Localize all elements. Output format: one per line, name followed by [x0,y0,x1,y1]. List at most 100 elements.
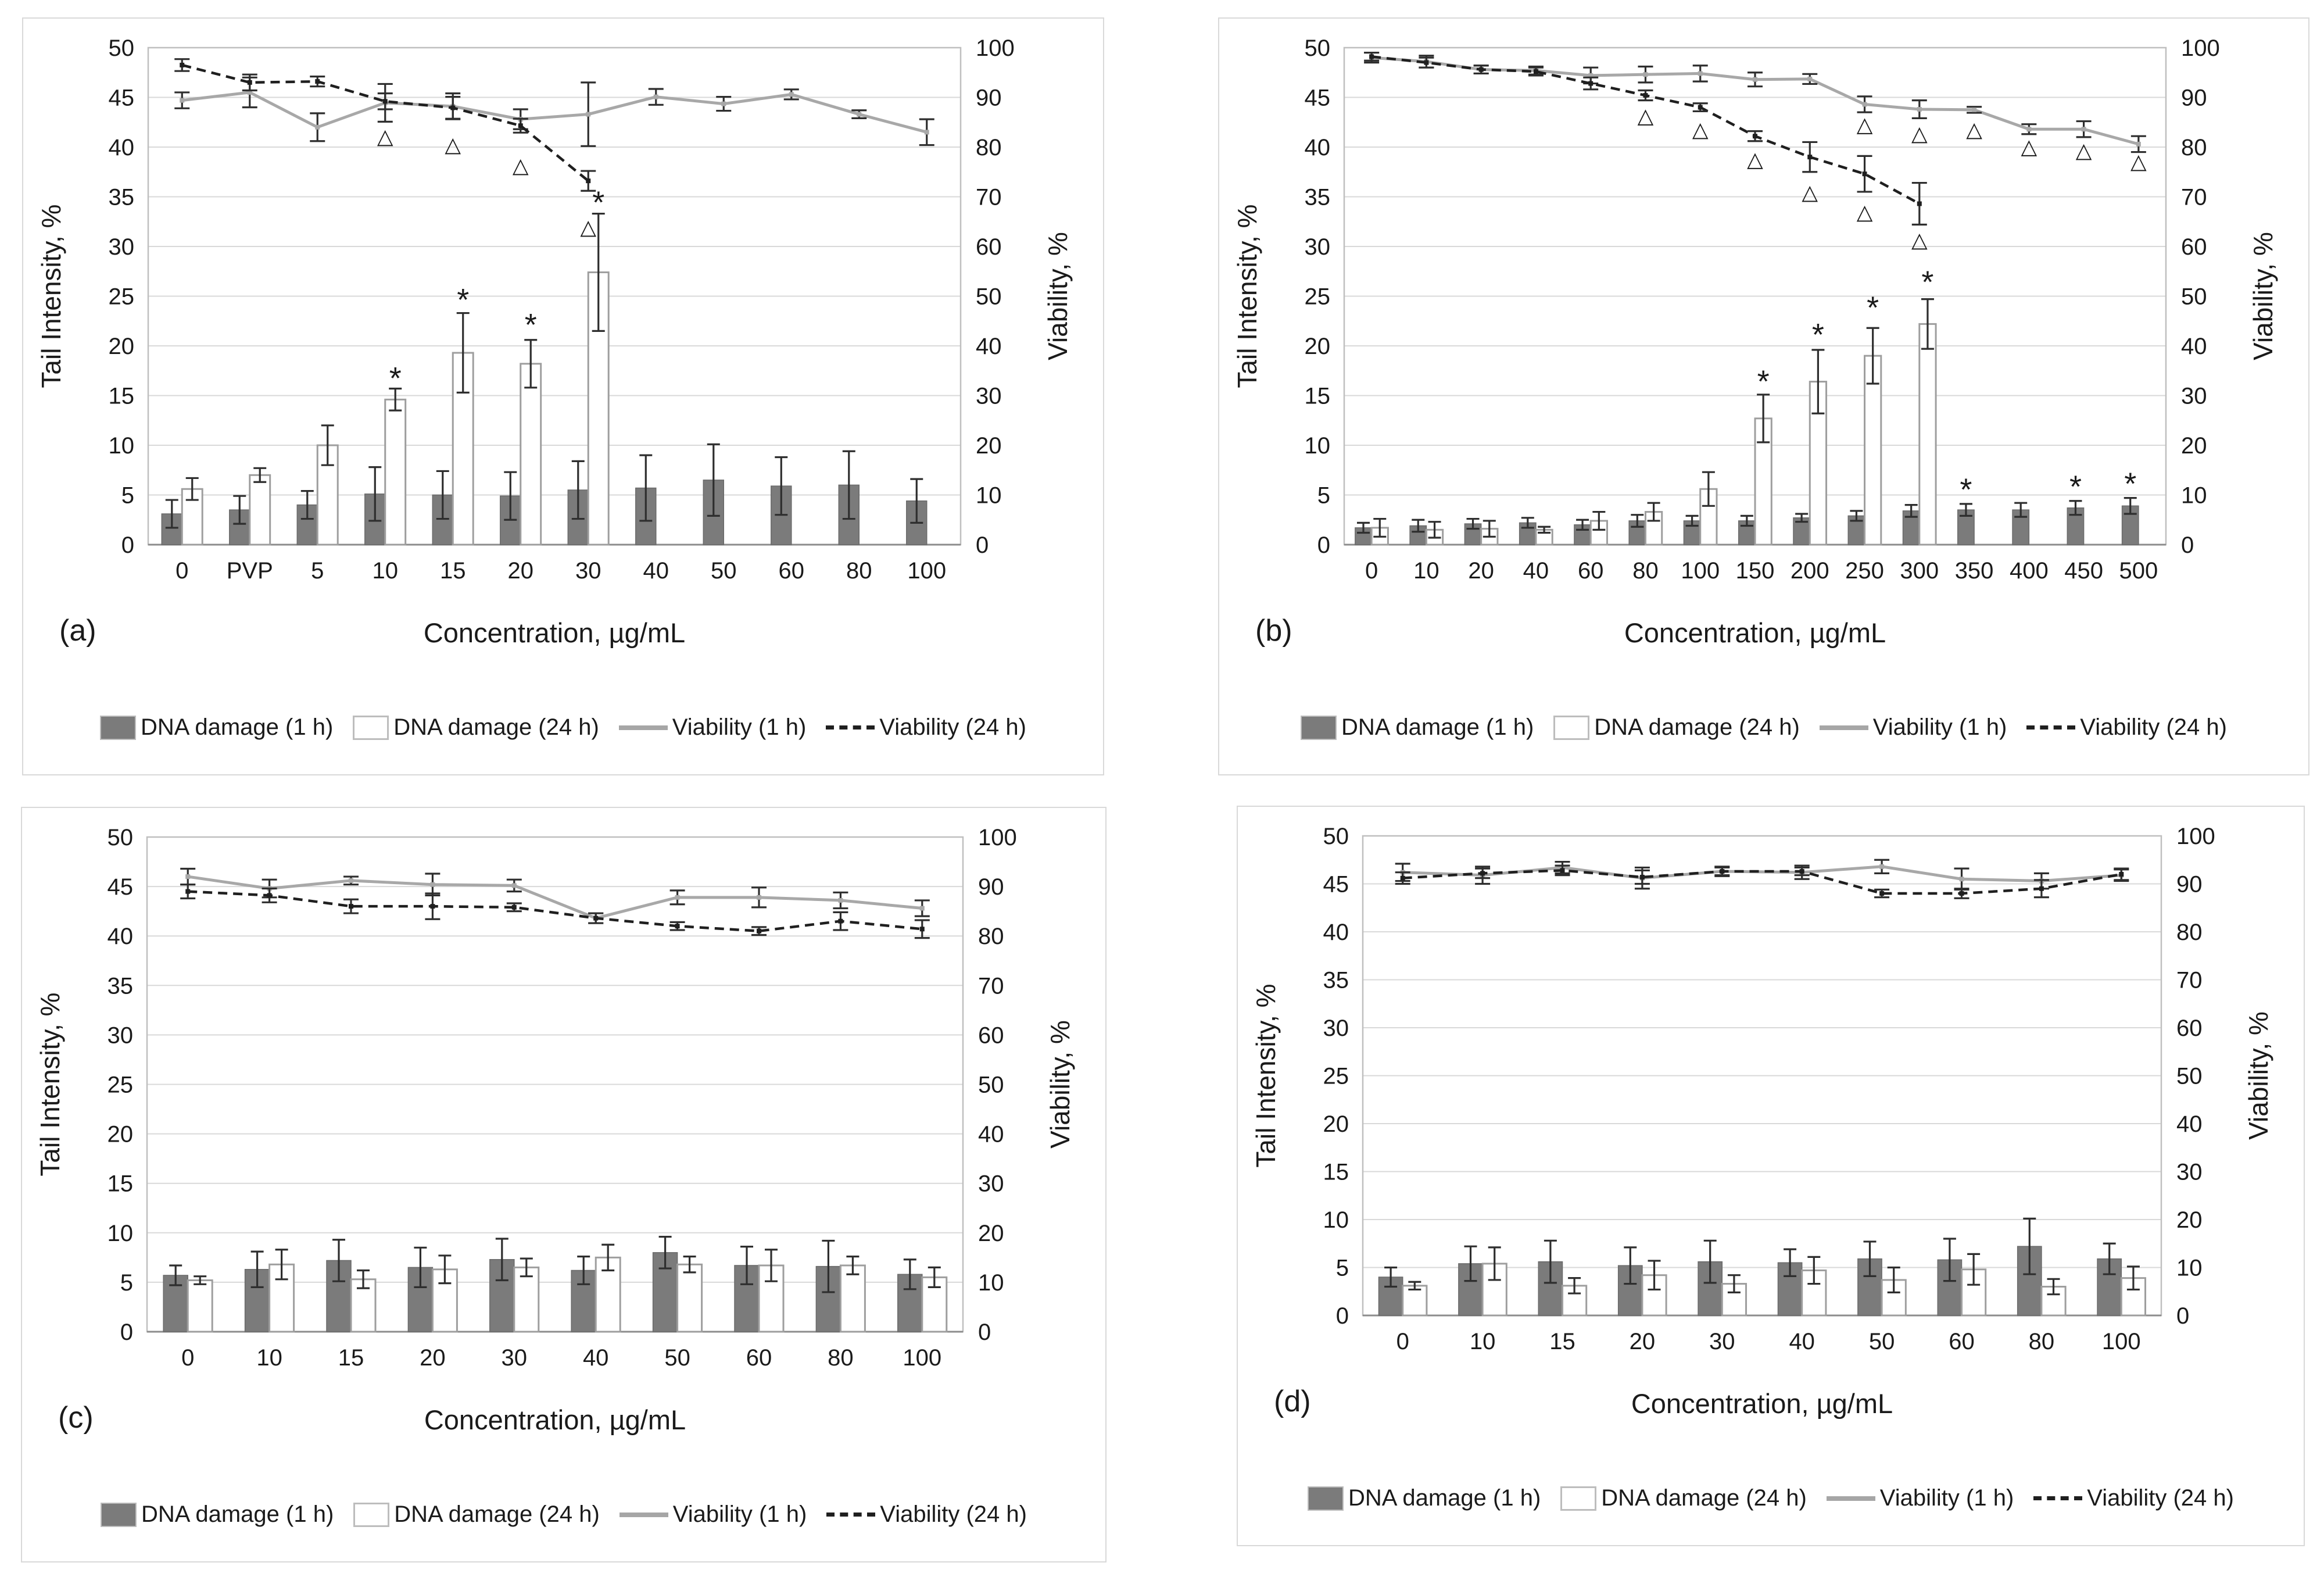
svg-text:15: 15 [109,384,135,409]
svg-text:80: 80 [1632,558,1659,584]
legend-label: DNA damage (24 h) [394,1501,600,1527]
svg-text:0: 0 [181,1345,194,1371]
svg-text:20: 20 [1468,558,1494,584]
legend-item: Viability (1 h) [619,1501,807,1528]
svg-text:90: 90 [2176,872,2203,898]
svg-text:5: 5 [311,558,324,584]
left-axis-title: Tail Intensity, % [1232,204,1262,388]
svg-text:△: △ [2021,134,2037,158]
svg-text:30: 30 [978,1171,1004,1197]
tick-labels: 0510152025303540455001020304050607080901… [109,35,1015,584]
svg-text:△: △ [1638,103,1654,127]
legend-label: DNA damage (1 h) [141,1501,334,1527]
svg-text:△: △ [445,133,461,156]
legend-swatch-dna-1h [1301,715,1337,740]
svg-text:40: 40 [643,558,669,584]
svg-text:45: 45 [1305,85,1331,111]
legend-swatch-dna-24h [1553,715,1590,740]
legend-item: DNA damage (24 h) [353,714,599,741]
bar-series-2 [181,212,610,546]
left-axis-title: Tail Intensity, % [36,204,66,388]
svg-text:*: * [457,283,469,317]
svg-text:50: 50 [978,1072,1004,1098]
svg-text:10: 10 [1470,1329,1496,1354]
svg-text:20: 20 [2176,1207,2203,1233]
x-axis-title: Concentration, µg/mL [1631,1388,1893,1419]
svg-text:400: 400 [2010,558,2049,584]
svg-text:45: 45 [1323,872,1349,898]
svg-text:40: 40 [108,924,134,949]
legend-label: DNA damage (24 h) [393,714,599,740]
svg-text:*: * [1867,291,1879,326]
svg-text:5: 5 [120,1270,133,1296]
svg-text:200: 200 [1791,558,1829,584]
legend-label: Viability (1 h) [672,1501,807,1527]
legend-item: Viability (1 h) [618,714,806,741]
svg-text:100: 100 [2176,824,2215,849]
legend-swatch-viability-1h [1826,1496,1875,1501]
legend-item: Viability (24 h) [2033,1485,2234,1511]
gridlines [148,47,961,496]
svg-text:30: 30 [109,234,135,260]
svg-text:90: 90 [2181,85,2207,111]
svg-text:30: 30 [2181,384,2207,409]
svg-text:△: △ [377,124,393,148]
svg-text:0: 0 [120,1320,133,1345]
svg-text:60: 60 [978,1022,1004,1048]
legend-item: DNA damage (1 h) [1301,714,1534,741]
svg-text:15: 15 [1305,384,1331,409]
svg-text:*: * [2069,470,2082,505]
right-axis-title: Viability, % [2243,1011,2273,1140]
svg-text:15: 15 [1323,1160,1349,1185]
svg-text:350: 350 [1955,558,1994,584]
svg-text:*: * [1812,317,1824,352]
viability-24h-line [1395,864,2129,899]
svg-text:30: 30 [2176,1160,2203,1185]
svg-text:40: 40 [1305,135,1331,160]
bar-series-2 [1370,298,1937,546]
svg-text:250: 250 [1845,558,1884,584]
svg-text:35: 35 [108,973,134,999]
legend-item: DNA damage (1 h) [100,714,333,741]
legend-label: Viability (1 h) [1872,714,2007,740]
svg-text:90: 90 [978,874,1004,900]
svg-text:△: △ [580,215,596,239]
svg-text:30: 30 [1709,1329,1735,1354]
svg-text:0: 0 [1396,1329,1409,1354]
svg-text:10: 10 [2176,1256,2203,1281]
legend-label: Viability (1 h) [1879,1485,2014,1511]
left-axis-title: Tail Intensity, % [35,992,65,1176]
svg-text:10: 10 [109,433,135,459]
viability-1h-line [180,867,930,924]
annotations: * * * * * * * △ △ △ △ △ △ △ △ △ △ △ △ [1638,103,2147,507]
tick-labels: 0510152025303540455001020304050607080901… [108,825,1017,1371]
svg-text:40: 40 [1523,558,1549,584]
svg-text:15: 15 [440,558,466,584]
viability-24h-line [1364,51,1927,226]
legend-label: Viability (24 h) [2087,1485,2234,1511]
svg-text:50: 50 [109,35,135,61]
legend-label: DNA damage (24 h) [1594,714,1800,740]
svg-text:50: 50 [2176,1064,2203,1089]
legend-swatch-viability-1h [618,725,668,730]
svg-text:40: 40 [1323,920,1349,945]
left-axis-title: Tail Intensity, % [1251,984,1281,1167]
svg-text:35: 35 [1323,968,1349,993]
svg-text:90: 90 [976,85,1002,111]
svg-text:15: 15 [1549,1329,1575,1354]
svg-text:50: 50 [711,558,737,584]
svg-text:45: 45 [109,85,135,111]
legend-item: DNA damage (1 h) [101,1501,334,1528]
svg-text:500: 500 [2119,558,2158,584]
svg-text:30: 30 [575,558,601,584]
svg-text:60: 60 [1949,1329,1975,1354]
viability-24h-line [174,58,596,192]
svg-text:50: 50 [664,1345,690,1371]
svg-text:△: △ [1911,121,1928,145]
svg-text:0: 0 [976,532,989,558]
svg-text:10: 10 [1305,433,1331,459]
legend-item: Viability (1 h) [1826,1485,2014,1511]
svg-text:20: 20 [2181,433,2207,459]
legend-item: DNA damage (24 h) [1553,714,1800,741]
svg-text:10: 10 [108,1221,134,1246]
